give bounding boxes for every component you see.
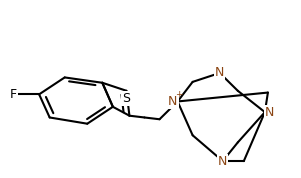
Text: N: N bbox=[218, 155, 228, 168]
Text: N: N bbox=[215, 66, 225, 80]
Text: N: N bbox=[168, 95, 178, 108]
Text: S: S bbox=[123, 92, 130, 105]
Text: +: + bbox=[175, 90, 183, 99]
Text: F: F bbox=[9, 88, 17, 101]
Text: N: N bbox=[265, 106, 274, 119]
